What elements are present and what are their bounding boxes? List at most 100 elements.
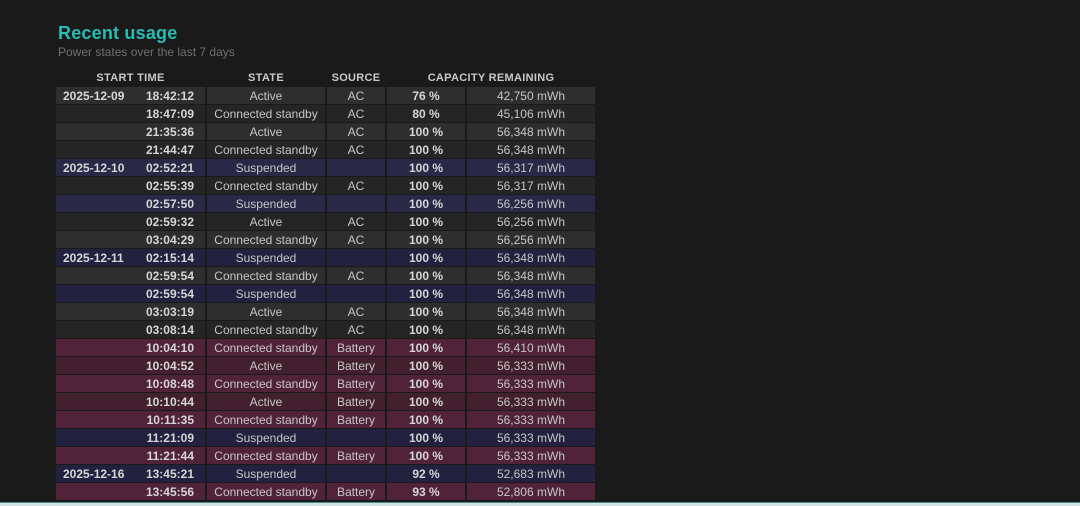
cell-source: AC	[327, 303, 385, 320]
cell-state: Connected standby	[207, 411, 325, 428]
cell-state: Suspended	[207, 465, 325, 482]
table-row: 13:45:56 Connected standby Battery 93 % 52,8…	[56, 483, 595, 500]
cell-capacity-mwh: 56,333 mWh	[467, 411, 595, 428]
start-clock-time: 18:42:12	[145, 88, 194, 103]
cell-state: Connected standby	[207, 177, 325, 194]
cell-source: AC	[327, 213, 385, 230]
start-date: 2025-12-10	[63, 160, 125, 175]
table-row: 02:59:54 Suspended 100 % 56,348 mWh	[56, 285, 595, 302]
column-header-state: STATE	[248, 72, 284, 84]
cell-source: AC	[327, 177, 385, 194]
cell-source: AC	[327, 267, 385, 284]
start-clock-time: 10:04:10	[145, 340, 194, 355]
page-subtitle: Power states over the last 7 days	[58, 45, 235, 59]
start-clock-time: 02:15:14	[145, 250, 194, 265]
cell-capacity-percent: 100 %	[387, 231, 465, 248]
start-clock-time: 03:03:19	[145, 304, 194, 319]
cell-source: AC	[327, 321, 385, 338]
cell-capacity-mwh: 56,256 mWh	[467, 195, 595, 212]
cell-capacity-percent: 100 %	[387, 177, 465, 194]
table-row: 2025-12-11 02:15:14 Suspended 100 % 56,348 m…	[56, 249, 595, 266]
cell-start-time: 10:08:48	[56, 375, 205, 392]
cell-capacity-percent: 100 %	[387, 123, 465, 140]
cell-start-time: 10:10:44	[56, 393, 205, 410]
cell-capacity-mwh: 56,348 mWh	[467, 285, 595, 302]
cell-state: Active	[207, 393, 325, 410]
cell-start-time: 18:47:09	[56, 105, 205, 122]
cell-start-time: 03:08:14	[56, 321, 205, 338]
table-row: 10:04:10 Connected standby Battery 100 % 56,…	[56, 339, 595, 356]
cell-start-time: 02:59:54	[56, 267, 205, 284]
cell-source	[327, 159, 385, 176]
cell-capacity-percent: 100 %	[387, 429, 465, 446]
table-row: 02:59:32 Active AC 100 % 56,256 mWh	[56, 213, 595, 230]
cell-source	[327, 285, 385, 302]
cell-start-time: 02:59:32	[56, 213, 205, 230]
start-clock-time: 18:47:09	[145, 106, 194, 121]
cell-state: Active	[207, 213, 325, 230]
cell-state: Connected standby	[207, 447, 325, 464]
cell-start-time: 11:21:44	[56, 447, 205, 464]
start-clock-time: 02:59:54	[145, 286, 194, 301]
cell-start-time: 13:45:56	[56, 483, 205, 500]
cell-capacity-mwh: 56,348 mWh	[467, 123, 595, 140]
start-clock-time: 11:21:09	[146, 430, 194, 445]
cell-capacity-percent: 100 %	[387, 249, 465, 266]
cell-state: Active	[207, 87, 325, 104]
cell-source: Battery	[327, 375, 385, 392]
cell-state: Connected standby	[207, 105, 325, 122]
cell-start-time: 02:59:54	[56, 285, 205, 302]
cell-capacity-percent: 76 %	[387, 87, 465, 104]
cell-source: AC	[327, 141, 385, 158]
cell-capacity-percent: 100 %	[387, 339, 465, 356]
recent-usage-table: START TIME STATE SOURCE CAPACITY REMAINI…	[56, 70, 595, 501]
table-row: 10:10:44 Active Battery 100 % 56,333 mWh	[56, 393, 595, 410]
cell-state: Suspended	[207, 285, 325, 302]
start-clock-time: 21:44:47	[145, 142, 194, 157]
column-header-capacity-remaining: CAPACITY REMAINING	[427, 72, 555, 84]
cell-capacity-percent: 100 %	[387, 213, 465, 230]
cell-capacity-percent: 100 %	[387, 393, 465, 410]
cell-capacity-mwh: 56,333 mWh	[467, 357, 595, 374]
cell-source: AC	[327, 105, 385, 122]
table-row: 02:57:50 Suspended 100 % 56,256 mWh	[56, 195, 595, 212]
cell-capacity-mwh: 56,256 mWh	[467, 213, 595, 230]
table-row: 11:21:44 Connected standby Battery 100 % 56,…	[56, 447, 595, 464]
table-row: 02:59:54 Connected standby AC 100 % 56,348 m…	[56, 267, 595, 284]
start-clock-time: 03:04:29	[145, 232, 194, 247]
cell-capacity-percent: 100 %	[387, 375, 465, 392]
cell-capacity-mwh: 42,750 mWh	[467, 87, 595, 104]
table-row: 10:11:35 Connected standby Battery 100 % 56,…	[56, 411, 595, 428]
cell-capacity-mwh: 56,333 mWh	[467, 393, 595, 410]
cell-capacity-percent: 100 %	[387, 303, 465, 320]
table-row: 10:08:48 Connected standby Battery 100 % 56,…	[56, 375, 595, 392]
cell-state: Active	[207, 357, 325, 374]
cell-source	[327, 465, 385, 482]
cell-state: Connected standby	[207, 231, 325, 248]
cell-state: Connected standby	[207, 375, 325, 392]
cell-start-time: 10:04:52	[56, 357, 205, 374]
table-header-row: START TIME STATE SOURCE CAPACITY REMAINI…	[56, 70, 595, 86]
cell-start-time: 03:03:19	[56, 303, 205, 320]
cell-start-time: 2025-12-11 02:15:14	[56, 249, 205, 266]
cell-start-time: 03:04:29	[56, 231, 205, 248]
cell-source	[327, 429, 385, 446]
cell-capacity-percent: 80 %	[387, 105, 465, 122]
table-row: 21:35:36 Active AC 100 % 56,348 mWh	[56, 123, 595, 140]
cell-state: Suspended	[207, 195, 325, 212]
cell-capacity-percent: 100 %	[387, 411, 465, 428]
cell-source: AC	[327, 231, 385, 248]
start-clock-time: 02:57:50	[145, 196, 194, 211]
table-row: 2025-12-16 13:45:21 Suspended 92 % 52,683 mW…	[56, 465, 595, 482]
cell-capacity-mwh: 56,348 mWh	[467, 267, 595, 284]
start-date: 2025-12-11	[63, 250, 124, 265]
cell-capacity-mwh: 56,333 mWh	[467, 375, 595, 392]
cell-capacity-percent: 100 %	[387, 195, 465, 212]
cell-capacity-mwh: 56,256 mWh	[467, 231, 595, 248]
cell-source: AC	[327, 87, 385, 104]
cell-start-time: 21:35:36	[56, 123, 205, 140]
cell-capacity-percent: 100 %	[387, 285, 465, 302]
start-clock-time: 13:45:56	[145, 484, 194, 499]
table-row: 03:04:29 Connected standby AC 100 % 56,256 m…	[56, 231, 595, 248]
start-clock-time: 10:10:44	[145, 394, 194, 409]
